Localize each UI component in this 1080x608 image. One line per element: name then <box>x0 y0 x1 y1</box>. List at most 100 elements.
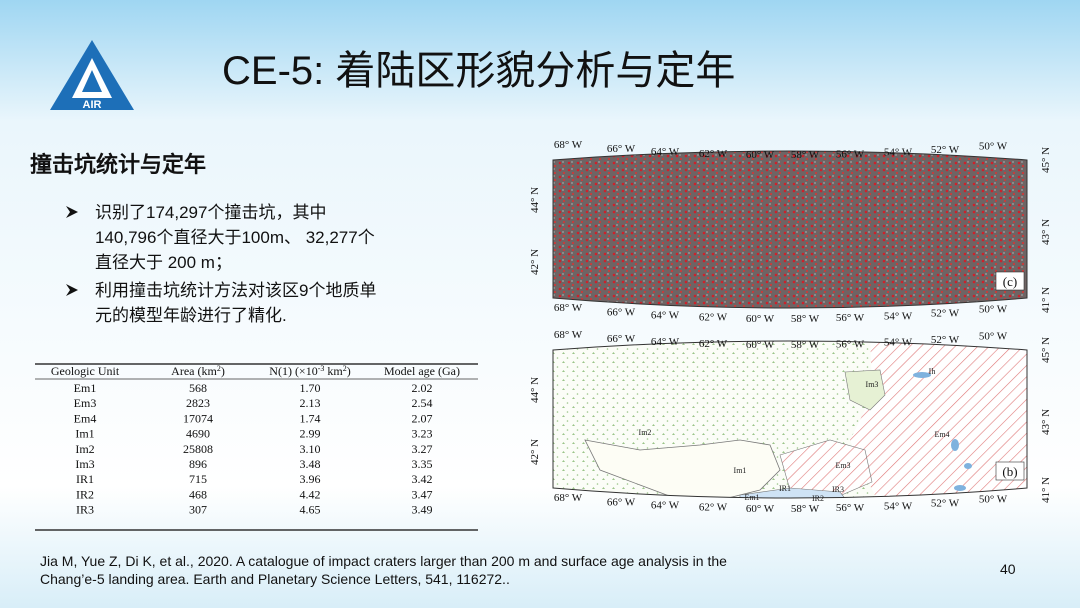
header-segment: 2 <box>217 364 221 373</box>
slide-title: CE-5: 着陆区形貌分析与定年 <box>222 49 735 93</box>
unit-label: Em4 <box>934 430 949 439</box>
longitude-label: 58° W <box>791 149 820 161</box>
header-segment: ) <box>221 364 225 378</box>
longitude-label: 60° W <box>746 503 775 515</box>
logo-text: AIR <box>83 99 102 111</box>
latitude-label: 42° N <box>529 249 541 275</box>
longitude-label: 64° W <box>651 146 680 158</box>
table: Geologic Unit Area (km2) N(1) (×10-3 km2) M… <box>35 363 478 531</box>
table-cell: 307 <box>189 503 207 517</box>
unit-label: IR2 <box>812 494 824 503</box>
table-header: Model age (Ga) <box>384 364 460 378</box>
longitude-label: 52° W <box>931 334 960 346</box>
longitude-label: 66° W <box>607 497 636 509</box>
unit-label: IR1 <box>779 484 791 493</box>
table-cell: 3.10 <box>300 442 321 456</box>
table-cell: IR1 <box>76 472 94 486</box>
longitude-label: 60° W <box>746 339 775 351</box>
longitude-label: 64° W <box>651 499 680 511</box>
header-segment: -3 <box>318 364 325 373</box>
unit-label: Im2 <box>639 428 652 437</box>
table-cell: 715 <box>189 472 207 486</box>
bullet-marker <box>66 206 78 218</box>
longitude-label: 68° W <box>554 329 583 341</box>
table-cell: 896 <box>189 457 207 471</box>
table-cell: 3.23 <box>412 427 433 441</box>
table-cell: IR2 <box>76 487 94 501</box>
longitude-label: 62° W <box>699 148 728 160</box>
table-cell: 2823 <box>186 396 210 410</box>
unit-label: Im3 <box>866 380 879 389</box>
longitude-label: 56° W <box>836 312 865 324</box>
table-cell: 1.74 <box>300 411 321 425</box>
latitude-label: 44° N <box>529 187 541 213</box>
longitude-label: 56° W <box>836 502 865 514</box>
longitude-label: 56° W <box>836 338 865 350</box>
table-cell: 4.42 <box>300 487 321 501</box>
longitude-label: 60° W <box>746 149 775 161</box>
bullet-list: 识别了174,297个撞击坑，其中 140,796个直径大于100m、 32,27… <box>66 203 376 325</box>
longitude-label: 66° W <box>607 333 636 345</box>
header-segment: 2 <box>343 364 347 373</box>
unit-label: IR3 <box>832 485 844 494</box>
longitude-label: 54° W <box>884 310 913 322</box>
header-segment: Model age (Ga) <box>384 364 460 378</box>
table-cell: 2.02 <box>412 381 433 395</box>
table-header: N(1) (×10-3 km2) <box>269 364 350 379</box>
bullet-text: 140,796个直径大于100m、 32,277个 <box>95 228 375 247</box>
longitude-label: 50° W <box>979 304 1008 316</box>
longitude-label: 58° W <box>791 503 820 515</box>
page-number: 40 <box>1000 561 1016 577</box>
longitude-label: 52° W <box>931 144 960 156</box>
latitude-label: 43° N <box>1040 219 1052 245</box>
unit-label: Im1 <box>734 466 747 475</box>
longitude-label: 60° W <box>746 313 775 325</box>
longitude-label: 52° W <box>931 498 960 510</box>
table-cell: 468 <box>189 487 207 501</box>
panel-label-box <box>995 271 1025 291</box>
longitude-label: 50° W <box>979 140 1008 152</box>
table-cell: IR3 <box>76 503 94 517</box>
table-cell: 3.48 <box>300 457 321 471</box>
longitude-label: 62° W <box>699 502 728 514</box>
table-cell: 568 <box>189 381 207 395</box>
header-segment: ) <box>347 364 351 378</box>
unit-label: Em3 <box>835 461 850 470</box>
section-heading: 撞击坑统计与定年 <box>30 152 206 177</box>
latitude-label: 43° N <box>1040 409 1052 435</box>
table-cell: Im1 <box>75 427 94 441</box>
unit-label: Em1 <box>744 493 759 502</box>
latitude-label: 41° N <box>1040 477 1052 503</box>
table-cell: Im2 <box>75 442 94 456</box>
unit-label: Ih <box>929 367 936 376</box>
map-crater-density: 68° W 66° W 64° W 62° W 60° W 58° W 56° W 54° W… <box>529 139 1052 325</box>
longitude-label: 66° W <box>607 307 636 319</box>
table-cell: 2.54 <box>412 396 433 410</box>
longitude-label: 58° W <box>791 339 820 351</box>
citation-line: Jia M, Yue Z, Di K, et al., 2020. A cata… <box>40 553 727 569</box>
bullet-text: 识别了174,297个撞击坑，其中 <box>95 203 326 222</box>
table-header: Area (km2) <box>171 364 225 379</box>
header-segment: Area (km <box>171 364 217 378</box>
longitude-label: 58° W <box>791 313 820 325</box>
table-cell: 2.99 <box>300 427 321 441</box>
longitude-label: 52° W <box>931 308 960 320</box>
longitude-label: 68° W <box>554 139 583 151</box>
table-cell: 4.65 <box>300 503 321 517</box>
table-cell: 2.13 <box>300 396 321 410</box>
bullet-marker <box>66 284 78 296</box>
longitude-label: 68° W <box>554 302 583 314</box>
longitude-label: 54° W <box>884 337 913 349</box>
table-cell: 1.70 <box>300 381 321 395</box>
table-cell: 3.49 <box>412 503 433 517</box>
panel-label: (c) <box>1003 274 1017 289</box>
table-cell: 3.27 <box>412 442 433 456</box>
logo: AIR <box>50 40 134 111</box>
panel-label-box <box>995 461 1025 481</box>
panel-label: (b) <box>1002 464 1017 479</box>
table-cell: 3.42 <box>412 472 433 486</box>
longitude-label: 50° W <box>979 494 1008 506</box>
table-cell: Em3 <box>74 396 97 410</box>
latitude-label: 42° N <box>529 439 541 465</box>
